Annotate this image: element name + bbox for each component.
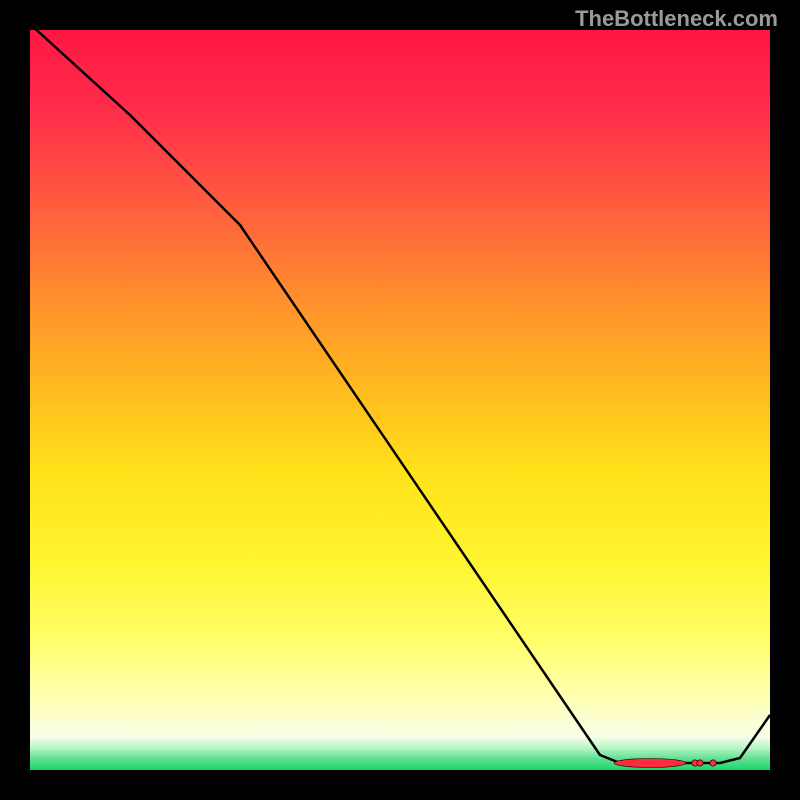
marker-cluster bbox=[614, 759, 686, 768]
chart-line bbox=[30, 24, 770, 763]
chart-overlay bbox=[0, 0, 800, 800]
watermark-text: TheBottleneck.com bbox=[575, 6, 778, 32]
marker-dot bbox=[710, 760, 716, 766]
marker-dot bbox=[697, 760, 703, 766]
